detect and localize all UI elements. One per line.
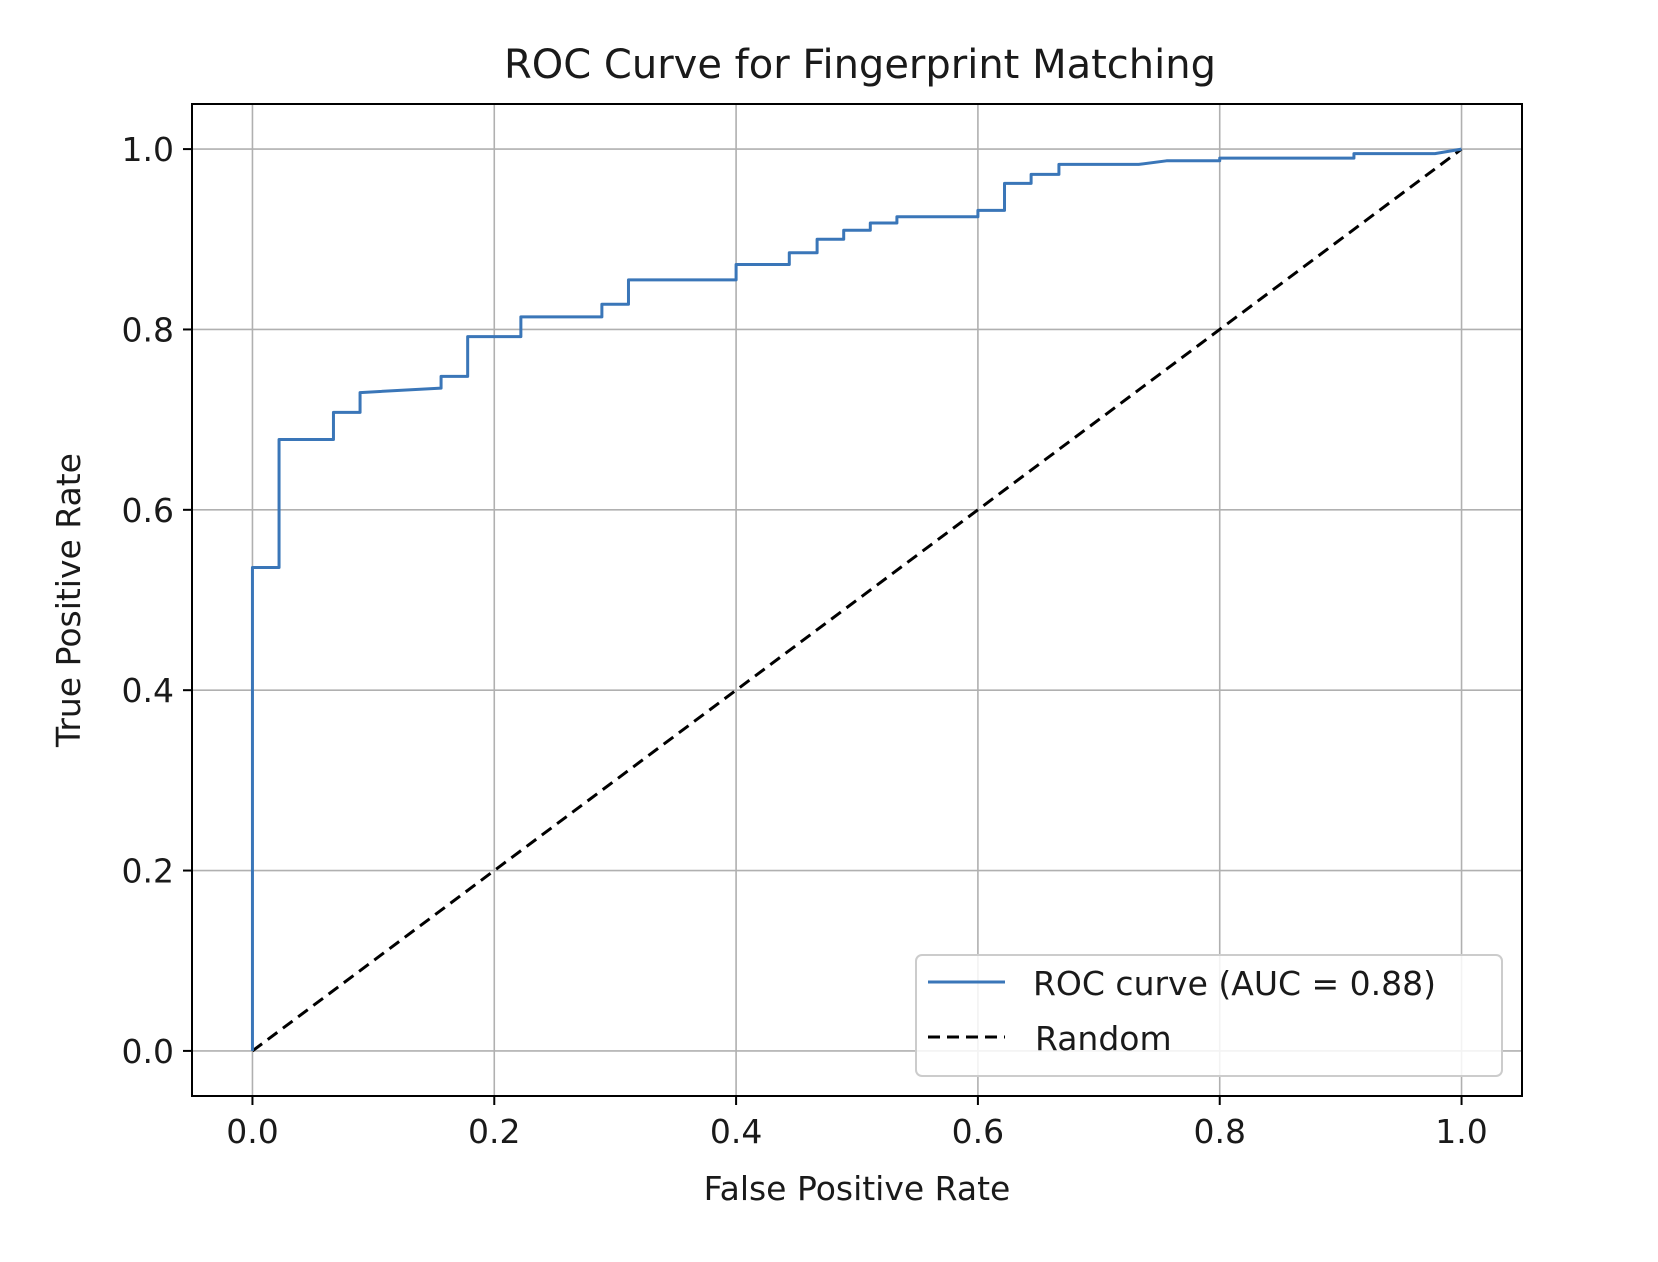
legend: ROC curve (AUC = 0.88) Random [915, 954, 1503, 1077]
random-baseline-line [251, 147, 1463, 1053]
y-tick-label: 0.0 [122, 1032, 174, 1071]
chart-title: ROC Curve for Fingerprint Matching [504, 42, 1216, 88]
y-tick-label: 0.2 [122, 852, 174, 891]
x-tick-label: 0.8 [1193, 1112, 1245, 1151]
x-tick-label: 0.0 [226, 1112, 278, 1151]
x-tick-label: 1.0 [1435, 1112, 1487, 1151]
roc-curve-line [250, 147, 1462, 1051]
plot-frame [191, 103, 1523, 1097]
x-axis-label: False Positive Rate [704, 1169, 1011, 1208]
x-tick-label: 0.4 [710, 1112, 762, 1151]
x-tick-label: 0.2 [468, 1112, 520, 1151]
x-tick-label: 0.6 [952, 1112, 1004, 1151]
legend-random-label: Random [1035, 1019, 1172, 1058]
y-tick-label: 0.4 [122, 671, 174, 710]
y-tick-label: 1.0 [122, 130, 174, 169]
series-lines [250, 147, 1463, 1053]
legend-roc-label: ROC curve (AUC = 0.88) [1033, 964, 1436, 1003]
axis-ticks: 0.0 0.2 0.4 0.6 0.8 1.0 0.0 0.2 0.4 0.6 0.8 1.0 [122, 130, 1488, 1151]
y-tick-label: 0.6 [122, 491, 174, 530]
legend-box [915, 954, 1503, 1077]
y-tick-label: 0.8 [122, 310, 174, 349]
y-axis-label: True Positive Rate [49, 453, 88, 748]
